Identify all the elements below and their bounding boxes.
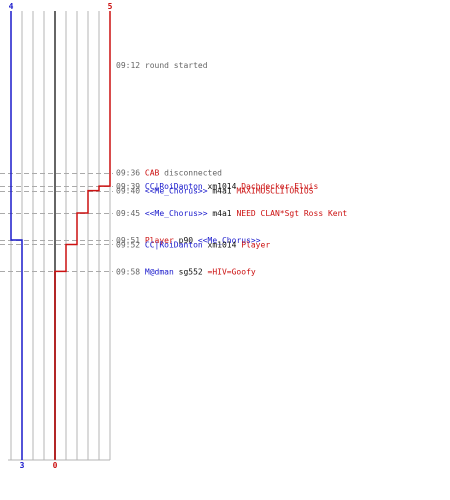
- event-text: <<Me_Chorus>>: [145, 187, 208, 196]
- event-entry: 09:36 CAB disconnected: [116, 169, 222, 178]
- event-text: disconnected: [159, 169, 222, 178]
- event-time: 09:39: [116, 182, 145, 191]
- event-text: m4a1: [208, 209, 237, 218]
- event-text: M@dman: [145, 267, 174, 276]
- event-time: 09:12: [116, 61, 145, 70]
- blue-start-score: 4: [9, 2, 14, 11]
- event-text: Player: [241, 240, 270, 249]
- event-entry: 09:58 M@dman sg552 =HIV=Goofy: [116, 267, 256, 276]
- event-time: 09:40: [116, 187, 145, 196]
- red-score-line: [54, 11, 111, 460]
- event-text: xm1014: [203, 182, 242, 191]
- blue-end-score: 3: [20, 461, 25, 470]
- blue-score-line: [10, 11, 23, 460]
- event-text: <<Me_Chorus>>: [198, 236, 261, 245]
- event-text: <<Me_Chorus>>: [145, 209, 208, 218]
- event-text: MAXIMUSCLITORIUS: [236, 187, 313, 196]
- event-log: 09:12 round started 09:36 CAB disconnecte…: [116, 61, 347, 277]
- event-text: xm1014: [203, 240, 242, 249]
- event-time: 09:58: [116, 267, 145, 276]
- event-entry: 09:39 CC|RoiDanton xm1014 Dachdecker-Elv…: [116, 182, 318, 191]
- event-text: CAB: [145, 169, 160, 178]
- event-entry: 09:52 CC|RoiDanton xm1014 Player: [116, 240, 270, 249]
- score-labels: 4 5 3 0: [9, 2, 113, 470]
- event-time: 09:45: [116, 209, 145, 218]
- event-text: NEED CLAN*Sgt Ross Kent: [236, 209, 347, 218]
- event-text: sg552: [174, 267, 208, 276]
- event-time: 09:52: [116, 240, 145, 249]
- event-text: CC|RoiDanton: [145, 240, 203, 249]
- event-guide-lines: [0, 173, 113, 272]
- event-entry: 09:51 Player p90 <<Me_Chorus>>: [116, 236, 261, 245]
- event-text: m4a1: [208, 187, 237, 196]
- event-time: 09:51: [116, 236, 145, 245]
- event-entry: 09:12 round started: [116, 61, 208, 70]
- score-step-lines: [10, 11, 111, 460]
- red-start-score: 5: [108, 2, 113, 11]
- event-text: =HIV=Goofy: [208, 267, 256, 276]
- event-text: p90: [174, 236, 198, 245]
- event-entry: 09:45 <<Me_Chorus>> m4a1 NEED CLAN*Sgt R…: [116, 209, 347, 218]
- red-end-score: 0: [53, 461, 58, 470]
- event-text: Dachdecker-Elvis: [241, 182, 318, 191]
- event-text: round started: [145, 61, 208, 70]
- event-time: 09:36: [116, 169, 145, 178]
- event-text: CC|RoiDanton: [145, 182, 203, 191]
- event-entry: 09:40 <<Me_Chorus>> m4a1 MAXIMUSCLITORIU…: [116, 187, 314, 196]
- score-gridlines: [8, 11, 111, 461]
- event-text: Player: [145, 236, 174, 245]
